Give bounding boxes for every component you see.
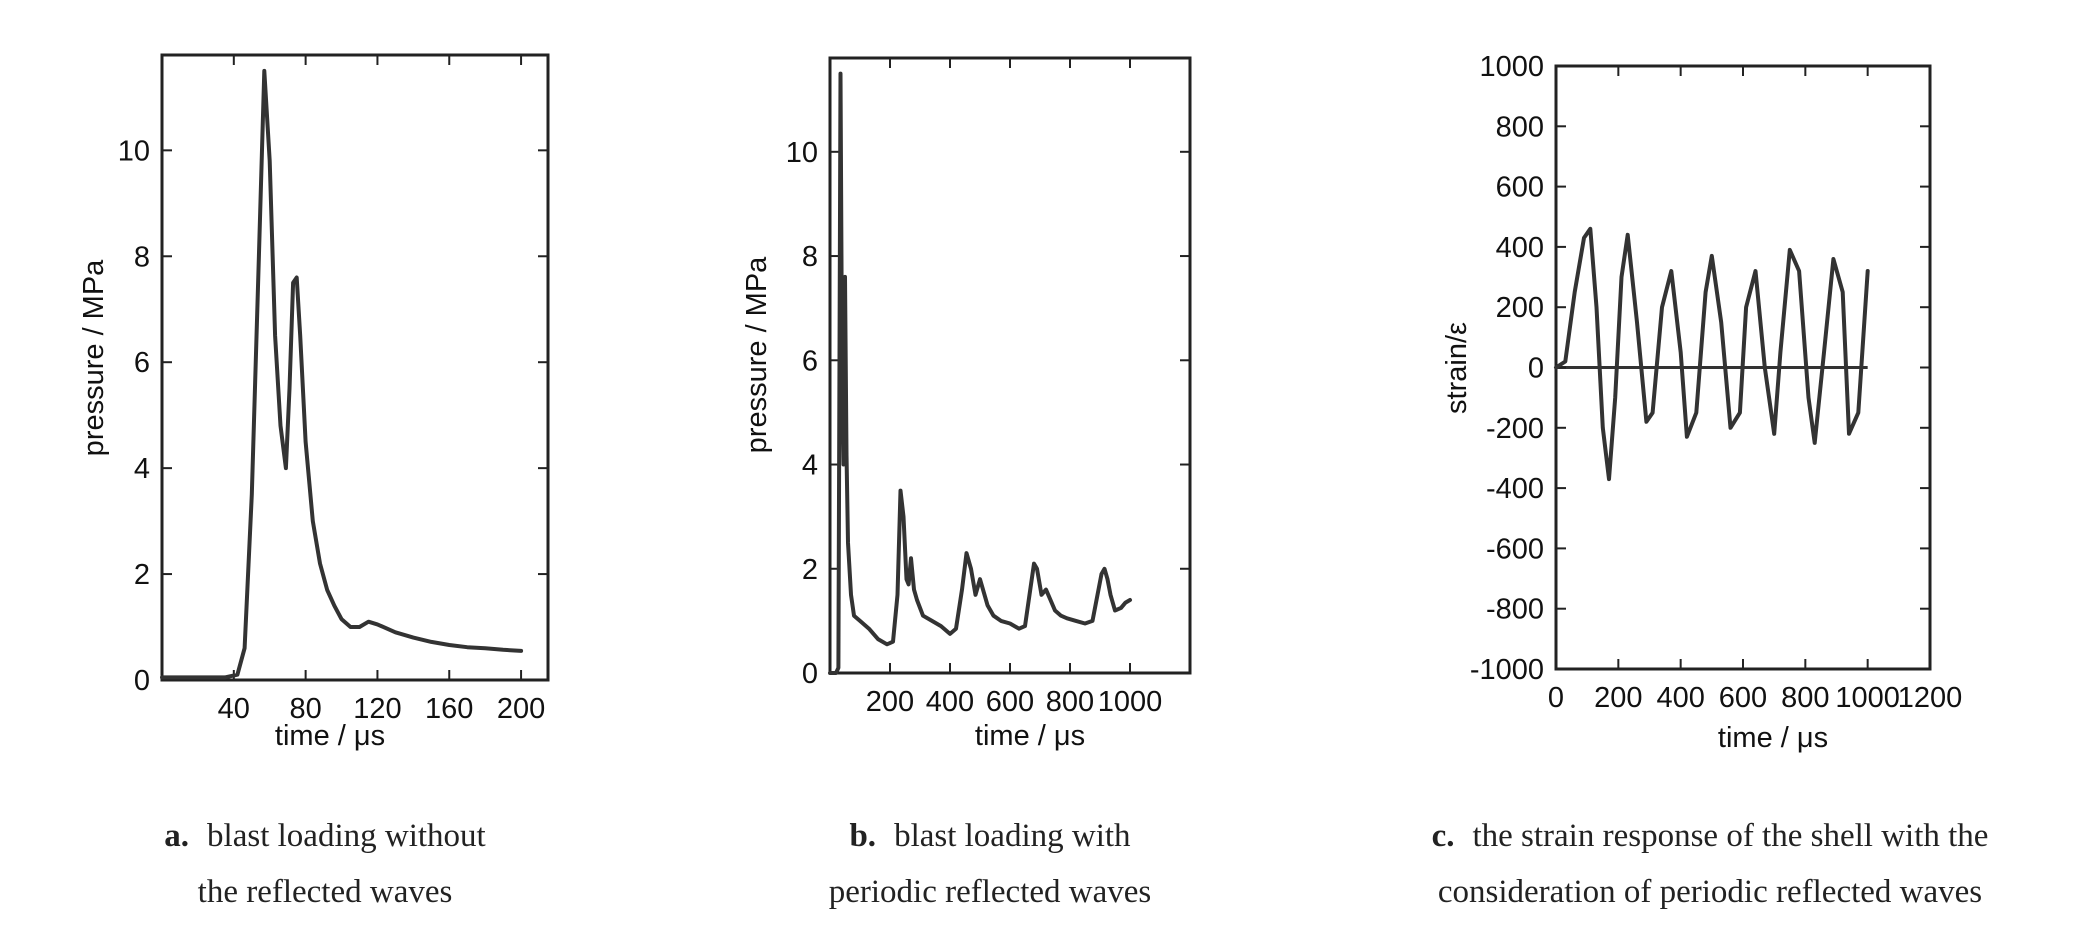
chart-a-x-ticks: 40 80 120 160 200 <box>218 55 545 725</box>
chart-a-frame <box>160 53 550 682</box>
chart-b-x-tick-label: 1000 <box>1098 686 1163 718</box>
chart-c-y-tick-label: -800 <box>1486 594 1544 626</box>
chart-a-series-line <box>160 68 524 680</box>
chart-b-y-tick-label: 4 <box>802 450 818 482</box>
chart-c-x-tick-label: 1000 <box>1835 682 1900 714</box>
chart-c-y-tick-label: 1000 <box>1479 51 1544 83</box>
chart-b-frame <box>828 56 1192 675</box>
chart-b-x-tick-label: 800 <box>1046 686 1094 718</box>
chart-c-series-line <box>1554 226 1870 482</box>
chart-b-y-tick-label: 8 <box>802 241 818 273</box>
caption-b-text-line2: periodic reflected waves <box>828 874 1152 910</box>
caption-c-text-line2: consideration of periodic reflected wave… <box>1437 874 1983 910</box>
chart-b: 200 400 600 800 1000 0 2 4 6 8 10 time / μs press… <box>741 56 1192 752</box>
chart-b-x-tick-label: 600 <box>986 686 1034 718</box>
caption-b-text: blast loading with <box>894 818 1131 854</box>
chart-b-y-tick-label: 0 <box>802 658 818 690</box>
caption-a: a. blast loading without the reflected wa… <box>95 808 555 920</box>
chart-c-y-ticks: -1000 -800 -600 -400 -200 0 200 400 600 800 1000 <box>1470 51 1930 686</box>
chart-c-y-tick-label: 600 <box>1496 172 1544 204</box>
chart-c-y-tick-label: -200 <box>1486 413 1544 445</box>
caption-c: c. the strain response of the shell with … <box>1350 808 2070 920</box>
chart-c-x-tick-label: 400 <box>1656 682 1704 714</box>
caption-b-letter: b. <box>849 818 877 854</box>
chart-a-x-tick-label: 160 <box>425 693 473 725</box>
chart-c-y-tick-label: 200 <box>1496 292 1544 324</box>
chart-a-y-tick-label: 2 <box>134 559 150 591</box>
chart-b-x-label: time / μs <box>975 720 1085 752</box>
chart-c-y-tick-label: -1000 <box>1470 654 1544 686</box>
chart-a: 40 80 120 160 200 0 2 4 6 8 10 time / μs pressure… <box>78 53 550 752</box>
chart-a-y-tick-label: 6 <box>134 347 150 379</box>
chart-c-x-tick-label: 200 <box>1594 682 1642 714</box>
caption-c-text: the strain response of the shell with th… <box>1472 818 1989 854</box>
chart-b-y-tick-label: 6 <box>802 345 818 377</box>
caption-c-letter: c. <box>1431 818 1455 854</box>
chart-b-y-label: pressure / MPa <box>741 256 773 453</box>
chart-a-x-tick-label: 80 <box>289 693 321 725</box>
chart-a-y-tick-label: 0 <box>134 665 150 697</box>
chart-a-y-tick-label: 8 <box>134 241 150 273</box>
chart-b-x-tick-label: 400 <box>926 686 974 718</box>
caption-b: b. blast loading with periodic reflected … <box>780 808 1200 920</box>
chart-a-x-tick-label: 120 <box>353 693 401 725</box>
caption-a-text: blast loading without <box>207 818 486 854</box>
chart-a-x-tick-label: 40 <box>218 693 250 725</box>
chart-b-x-tick-label: 200 <box>866 686 914 718</box>
chart-c-y-tick-label: -600 <box>1486 533 1544 565</box>
chart-a-x-label: time / μs <box>275 720 385 752</box>
chart-a-y-ticks: 0 2 4 6 8 10 <box>118 135 548 697</box>
chart-b-series-line <box>828 71 1132 675</box>
caption-a-text-line2: the reflected waves <box>197 874 453 910</box>
chart-a-x-tick-label: 200 <box>497 693 545 725</box>
chart-c-y-tick-label: 400 <box>1496 232 1544 264</box>
chart-c-y-tick-label: 0 <box>1528 353 1544 385</box>
chart-a-y-tick-label: 10 <box>118 135 150 167</box>
chart-c-x-tick-label: 1200 <box>1898 682 1963 714</box>
chart-b-y-ticks: 0 2 4 6 8 10 <box>786 137 1190 690</box>
chart-c-x-label: time / μs <box>1718 722 1828 754</box>
chart-c-x-tick-label: 0 <box>1548 682 1564 714</box>
chart-c-y-tick-label: -400 <box>1486 473 1544 505</box>
chart-b-x-ticks: 200 400 600 800 1000 <box>866 58 1162 718</box>
chart-b-y-tick-label: 10 <box>786 137 818 169</box>
chart-c-y-tick-label: 800 <box>1496 111 1544 143</box>
chart-b-y-tick-label: 2 <box>802 554 818 586</box>
chart-c-x-tick-label: 800 <box>1781 682 1829 714</box>
chart-a-y-label: pressure / MPa <box>78 259 110 456</box>
caption-a-letter: a. <box>164 818 190 854</box>
chart-c-x-tick-label: 600 <box>1719 682 1767 714</box>
chart-c-y-label: strain/ε <box>1441 322 1473 414</box>
chart-a-y-tick-label: 4 <box>134 453 150 485</box>
